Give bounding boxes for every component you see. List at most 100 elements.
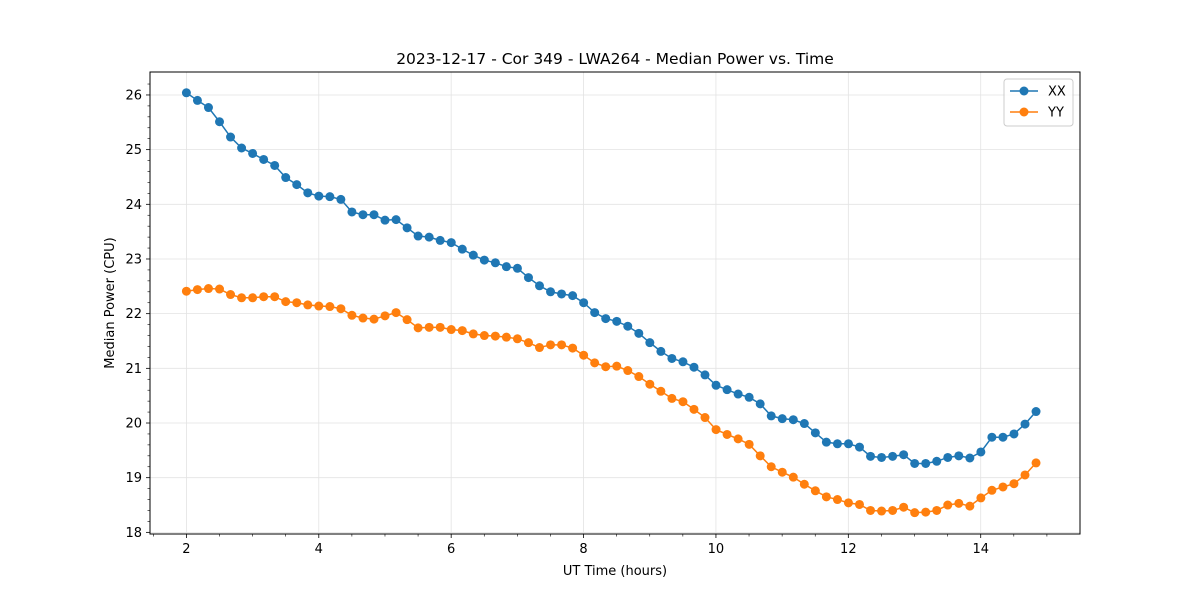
data-point-xx [237, 143, 247, 153]
data-point-xx [755, 399, 765, 409]
data-point-xx [248, 148, 258, 158]
data-point-yy [722, 429, 732, 439]
data-point-yy [667, 393, 677, 403]
data-point-yy [259, 292, 269, 302]
data-point-yy [325, 302, 335, 312]
data-point-yy [987, 485, 997, 495]
data-point-yy [965, 501, 975, 511]
data-point-xx [965, 453, 975, 463]
series-layer [181, 88, 1041, 518]
data-point-xx [954, 451, 964, 461]
data-point-xx [358, 210, 368, 220]
data-point-yy [976, 493, 986, 503]
data-point-xx [501, 262, 511, 272]
data-point-yy [678, 397, 688, 407]
data-point-yy [424, 322, 434, 332]
data-point-yy [689, 404, 699, 414]
data-point-yy [1020, 470, 1030, 480]
data-point-xx [877, 452, 887, 462]
data-point-yy [501, 332, 511, 342]
data-point-xx [1009, 429, 1019, 439]
data-point-xx [568, 291, 578, 301]
y-tick-label: 20 [125, 417, 142, 432]
data-point-yy [700, 413, 710, 423]
data-point-yy [369, 314, 379, 324]
y-tick-label: 25 [125, 143, 142, 158]
data-point-xx [446, 238, 456, 248]
data-point-xx [259, 154, 269, 164]
data-point-yy [358, 313, 368, 323]
data-point-yy [579, 350, 589, 360]
y-tick-label: 19 [125, 471, 142, 486]
data-point-yy [843, 498, 853, 508]
data-point-xx [777, 414, 787, 424]
data-point-xx [843, 439, 853, 449]
data-point-xx [832, 439, 842, 449]
x-tick-label: 8 [579, 542, 587, 557]
data-point-xx [512, 263, 522, 273]
data-point-xx [490, 258, 500, 268]
data-point-yy [336, 304, 346, 314]
data-point-xx [689, 362, 699, 372]
data-point-xx [711, 380, 721, 390]
data-point-yy [623, 366, 633, 376]
y-tick-label: 22 [125, 307, 142, 322]
data-point-xx [292, 180, 302, 190]
data-point-yy [270, 292, 280, 302]
x-tick-label: 12 [840, 542, 857, 557]
data-point-xx [535, 281, 544, 291]
data-point-xx [590, 308, 600, 318]
data-point-xx [226, 132, 236, 142]
y-tick-label: 26 [125, 88, 142, 103]
data-point-yy [314, 301, 324, 311]
data-point-xx [987, 432, 997, 442]
data-point-xx [821, 437, 831, 447]
data-point-xx [910, 458, 920, 468]
data-point-xx [733, 389, 743, 399]
data-point-yy [512, 334, 522, 344]
data-point-xx [799, 419, 809, 429]
data-point-yy [1031, 458, 1041, 468]
data-point-xx [667, 353, 677, 363]
data-point-xx [347, 207, 357, 217]
data-point-xx [932, 456, 942, 466]
data-point-xx [645, 338, 655, 348]
data-point-xx [866, 451, 876, 461]
data-point-yy [634, 372, 644, 382]
data-point-xx [479, 255, 489, 265]
data-point-yy [755, 451, 765, 461]
data-point-yy [192, 285, 202, 295]
data-point-yy [1009, 479, 1019, 489]
data-point-xx [1020, 419, 1030, 429]
data-point-yy [215, 284, 225, 294]
data-point-xx [899, 450, 909, 460]
data-point-xx [888, 451, 898, 461]
data-point-xx [215, 117, 225, 127]
x-tick-label: 10 [708, 542, 725, 557]
y-axis-label: Median Power (CPU) [103, 237, 118, 368]
data-point-xx [854, 442, 864, 452]
data-point-xx [413, 231, 423, 241]
data-point-yy [888, 505, 898, 515]
data-point-yy [711, 425, 721, 435]
data-point-yy [535, 343, 544, 353]
x-axis-label: UT Time (hours) [563, 564, 667, 579]
data-point-yy [799, 479, 809, 489]
data-point-yy [380, 311, 390, 321]
data-point-xx [281, 173, 291, 183]
data-point-xx [435, 235, 445, 245]
data-point-yy [921, 507, 931, 517]
data-point-yy [391, 308, 401, 318]
data-point-yy [932, 505, 942, 515]
data-point-yy [766, 462, 776, 472]
data-point-yy [303, 300, 313, 310]
data-point-xx [457, 244, 467, 254]
data-point-xx [700, 370, 710, 380]
data-point-xx [523, 273, 533, 283]
data-point-xx [203, 103, 213, 113]
data-point-yy [656, 386, 666, 396]
data-point-xx [303, 188, 313, 198]
data-point-yy [810, 486, 820, 496]
data-point-yy [866, 505, 876, 515]
